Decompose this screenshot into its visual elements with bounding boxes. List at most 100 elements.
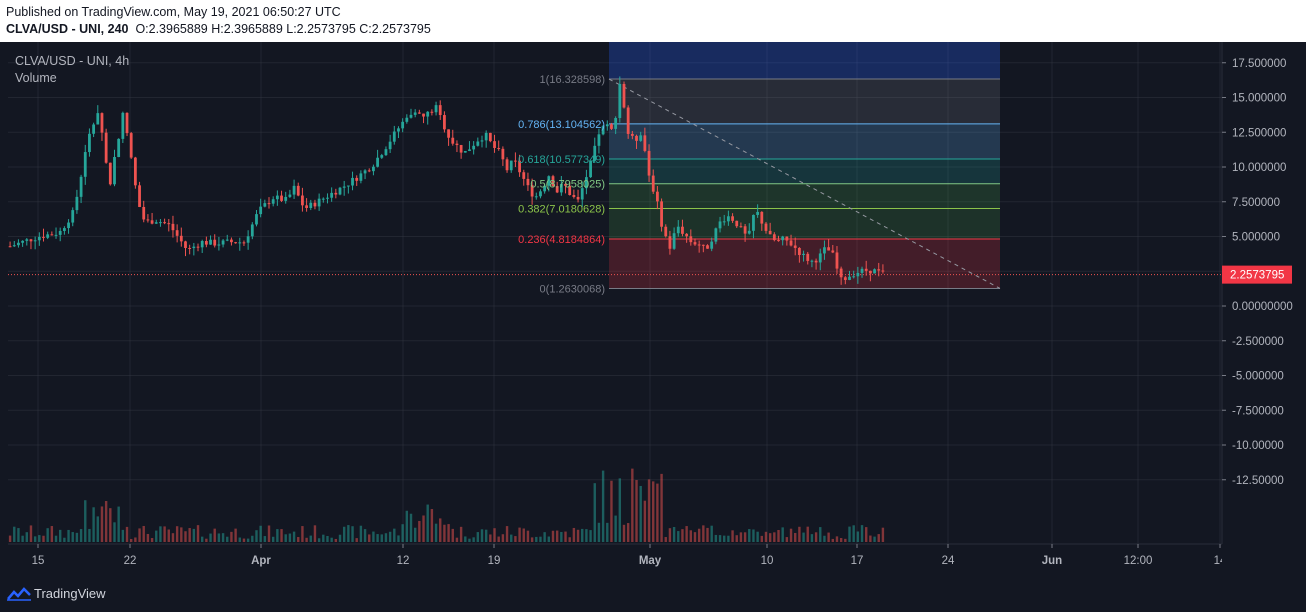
candle-body xyxy=(585,177,588,189)
volume-bar xyxy=(710,525,713,542)
volume-bar xyxy=(192,528,196,542)
volume-bar xyxy=(25,532,28,542)
volume-bar xyxy=(660,473,663,542)
volume-bar xyxy=(388,531,392,542)
tradingview-logo-icon xyxy=(7,587,31,601)
volume-bar xyxy=(163,526,166,542)
candle-body xyxy=(747,230,751,234)
volume-bar xyxy=(693,532,697,542)
candle-body xyxy=(326,197,329,199)
price-axis-label: -2.500000 xyxy=(1232,336,1284,348)
candle-body xyxy=(150,220,154,224)
volume-bar xyxy=(188,528,191,542)
volume-bar xyxy=(226,536,229,542)
candle-body xyxy=(626,107,630,134)
price-chart[interactable]: 1(16.328598) 0.786(13.104562) 0.618(10.577… xyxy=(0,42,1306,577)
volume-bar xyxy=(622,524,626,542)
candle-body xyxy=(113,157,116,185)
volume-bar xyxy=(480,529,484,542)
candle-body xyxy=(576,196,580,200)
volume-bar xyxy=(639,485,642,542)
candle-body xyxy=(434,105,438,113)
fib-level-label: 0.236(4.8184864) xyxy=(518,234,605,246)
candle-body xyxy=(363,170,367,174)
price-axis-label: 0.00000000 xyxy=(1232,301,1293,313)
volume-bar xyxy=(785,537,789,542)
volume-bar xyxy=(593,483,596,542)
candle-body xyxy=(417,112,421,114)
candle-body xyxy=(209,239,212,245)
volume-bar xyxy=(643,500,647,542)
candle-body xyxy=(451,137,455,144)
candle-body xyxy=(660,201,663,227)
volume-bar xyxy=(380,534,383,542)
candle-body xyxy=(839,268,843,278)
volume-bar xyxy=(672,527,676,542)
volume-bar xyxy=(455,537,459,542)
candle-body xyxy=(618,83,622,119)
volume-bar xyxy=(368,534,371,542)
candle-body xyxy=(505,159,509,171)
candle-body xyxy=(831,250,835,253)
price-axis-label: -12.50000 xyxy=(1232,475,1284,487)
candle-body xyxy=(789,240,793,246)
candle-body xyxy=(647,150,651,176)
volume-bar xyxy=(794,532,797,542)
candle-body xyxy=(388,141,392,150)
candle-body xyxy=(125,112,129,134)
volume-bar xyxy=(134,537,137,542)
volume-bar xyxy=(117,506,120,542)
candle-body xyxy=(271,199,275,204)
candle-body xyxy=(21,240,25,243)
candle-body xyxy=(793,245,797,248)
volume-bar xyxy=(447,524,450,542)
volume-bar xyxy=(505,526,509,542)
candle-body xyxy=(200,241,204,248)
volume-bar xyxy=(342,526,346,542)
volume-bar xyxy=(322,534,325,542)
volume-bar xyxy=(63,537,66,542)
candle-body xyxy=(509,160,513,171)
candle-body xyxy=(726,216,730,222)
candle-body xyxy=(159,222,162,224)
volume-bar xyxy=(656,483,659,542)
candle-body xyxy=(67,222,70,229)
candle-body xyxy=(409,114,413,118)
fib-extension-zone xyxy=(609,42,1000,80)
volume-bar xyxy=(175,526,179,542)
candle-body xyxy=(514,160,517,162)
candle-body xyxy=(37,236,41,241)
candle-body xyxy=(213,239,217,246)
candle-body xyxy=(301,195,304,206)
candle-body xyxy=(668,236,672,249)
time-axis-label: 24 xyxy=(942,555,955,567)
candle-body xyxy=(196,246,200,248)
volume-bar xyxy=(384,533,388,542)
volume-bar xyxy=(92,507,95,542)
volume-bar xyxy=(597,522,601,542)
candle-body xyxy=(443,115,446,130)
candle-body xyxy=(142,206,146,220)
candle-body xyxy=(802,253,805,256)
volume-bar xyxy=(848,526,851,542)
volume-bar xyxy=(564,531,567,542)
volume-bar xyxy=(877,534,880,542)
candle-body xyxy=(204,241,208,245)
fib-level-label: 0.786(13.104562) xyxy=(518,119,605,131)
volume-bar xyxy=(234,528,237,542)
candle-body xyxy=(267,203,271,205)
volume-bar xyxy=(267,525,271,542)
fib-trend-line xyxy=(608,78,1001,289)
candle-body xyxy=(785,236,789,241)
chart-legend-title: CLVA/USD - UNI, 4h xyxy=(15,54,130,68)
candle-body xyxy=(731,216,734,221)
volume-bar xyxy=(355,538,358,542)
candle-body xyxy=(593,145,597,161)
candle-body xyxy=(714,228,718,242)
volume-bar xyxy=(96,516,99,542)
price-axis-label: 12.500000 xyxy=(1232,127,1286,139)
candle-body xyxy=(138,185,141,207)
candle-body xyxy=(133,157,137,186)
volume-bar xyxy=(217,533,221,542)
volume-bar xyxy=(434,523,438,542)
